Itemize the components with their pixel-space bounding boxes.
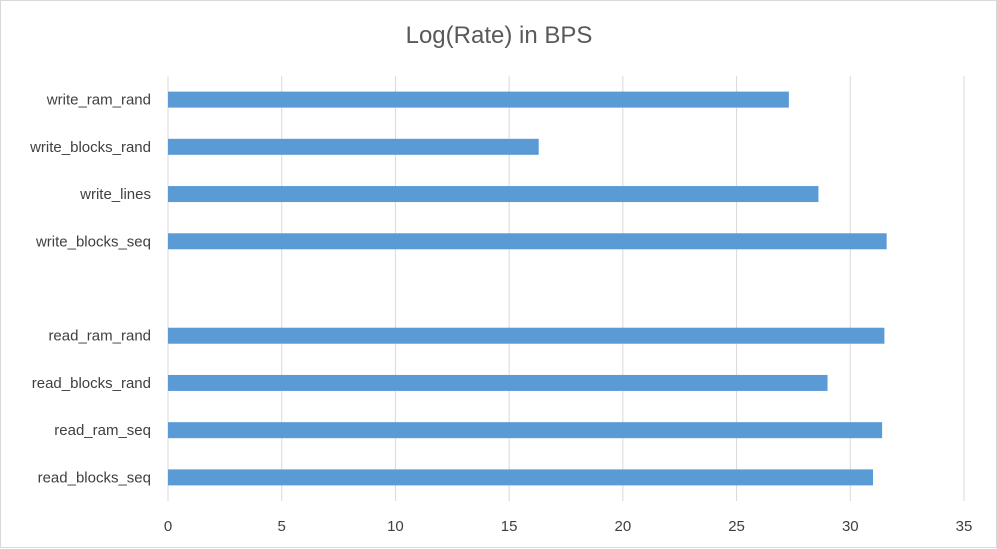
x-tick-labels: 0 5 10 15 20 25 30 35 <box>164 518 973 535</box>
x-tick-label: 20 <box>615 518 632 535</box>
category-label: write_ram_rand <box>46 92 151 109</box>
category-label: read_blocks_seq <box>38 469 151 486</box>
bar <box>168 186 819 203</box>
x-tick-label: 35 <box>956 518 973 535</box>
x-tick-label: 30 <box>842 518 859 535</box>
bar <box>168 233 887 250</box>
bar <box>168 138 539 155</box>
x-tick-label: 15 <box>501 518 518 535</box>
bar <box>168 91 789 108</box>
x-tick-label: 25 <box>728 518 745 535</box>
category-label: read_blocks_rand <box>32 375 151 392</box>
category-label: write_blocks_rand <box>29 139 151 156</box>
category-label: read_ram_seq <box>54 422 151 439</box>
category-label: read_ram_rand <box>48 328 151 345</box>
bars <box>168 91 887 486</box>
category-labels: write_ram_rand write_blocks_rand write_lin… <box>29 92 151 487</box>
bar <box>168 374 828 391</box>
x-tick-label: 0 <box>164 518 172 535</box>
bar <box>168 469 874 486</box>
bar <box>168 327 885 344</box>
category-label: write_blocks_seq <box>35 233 151 250</box>
chart-title: Log(Rate) in BPS <box>406 22 593 49</box>
x-tick-label: 5 <box>278 518 286 535</box>
bar <box>168 422 883 439</box>
category-label: write_lines <box>79 186 151 203</box>
x-tick-label: 10 <box>387 518 404 535</box>
